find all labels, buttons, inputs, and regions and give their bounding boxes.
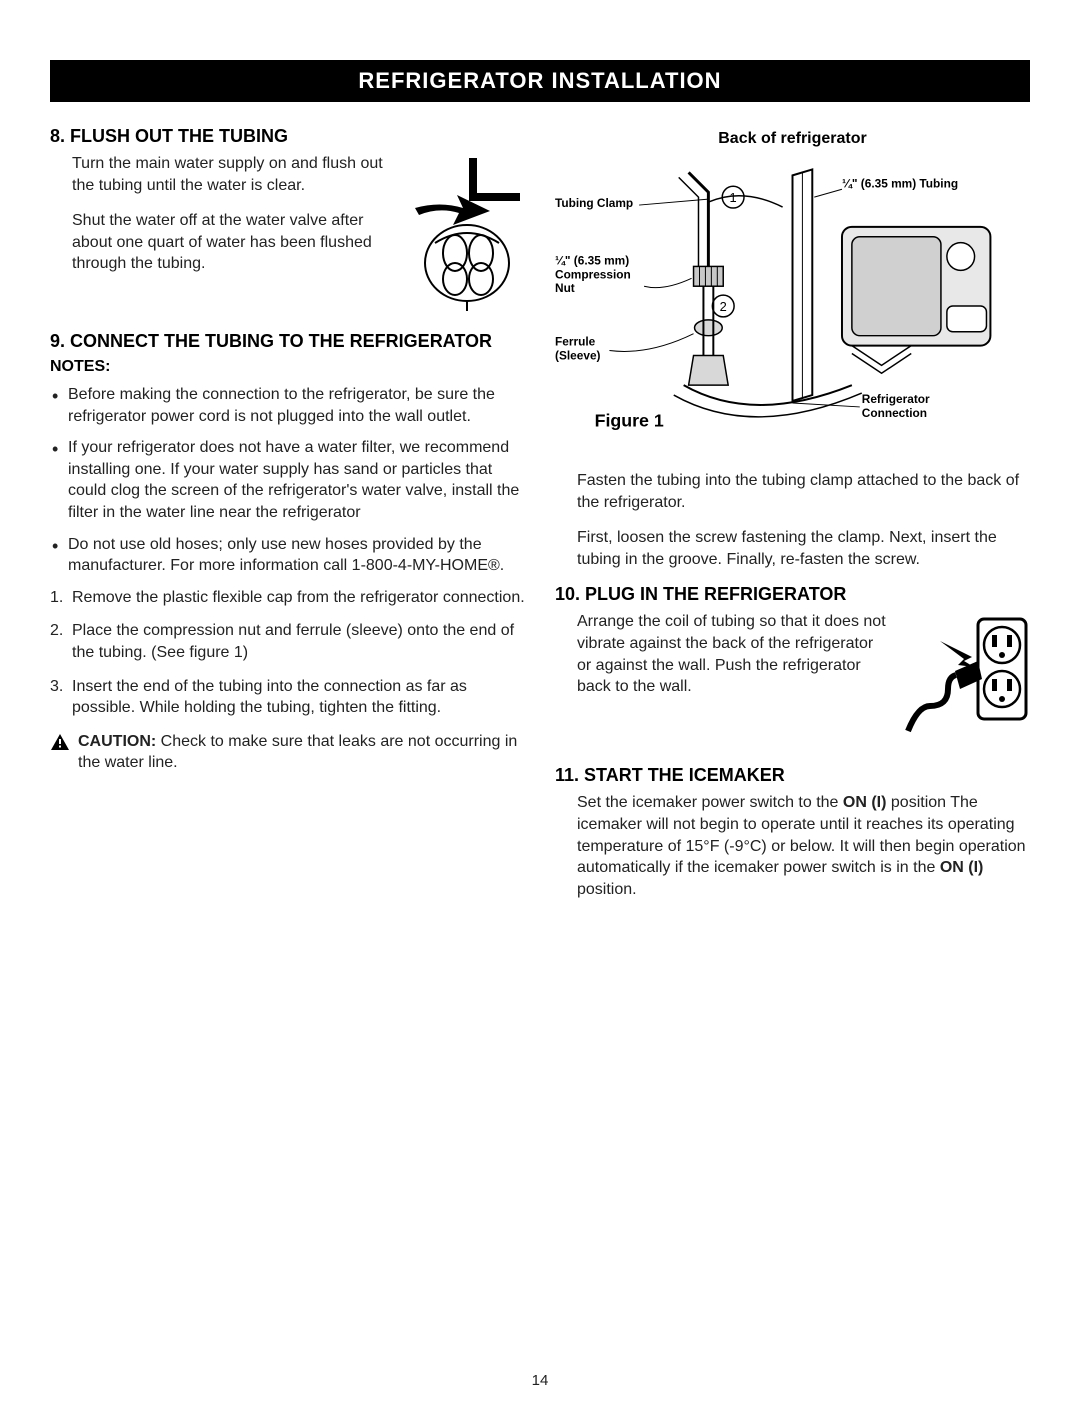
caution-triangle-icon bbox=[50, 733, 70, 751]
section-9-heading: 9. CONNECT THE TUBING TO THE REFRIGERATO… bbox=[50, 331, 525, 352]
page-number: 14 bbox=[0, 1372, 1080, 1389]
figure-follow-p2: First, loosen the screw fastening the cl… bbox=[577, 527, 1030, 570]
caution-block: CAUTION: Check to make sure that leaks a… bbox=[50, 731, 525, 774]
svg-text:¼" (6.35 mm) Compr: ¼" (6.35 mm) Compression Nut bbox=[555, 253, 634, 295]
svg-text:Refrigerator Conne: Refrigerator Connection bbox=[862, 392, 933, 420]
svg-text:Ferrule (Sleeve): Ferrule (Sleeve) bbox=[555, 335, 601, 363]
caution-text: CAUTION: Check to make sure that leaks a… bbox=[78, 731, 525, 774]
right-column: Back of refrigerator bbox=[555, 126, 1030, 914]
s11-on2: ON (I) bbox=[940, 859, 984, 876]
section-8-p1: Turn the main water supply on and flush … bbox=[72, 153, 383, 196]
note-item: If your refrigerator does not have a wat… bbox=[50, 437, 525, 523]
s11-post: position. bbox=[577, 881, 637, 898]
caution-label: CAUTION: bbox=[78, 733, 156, 750]
section-11-body: Set the icemaker power switch to the ON … bbox=[577, 792, 1030, 900]
figure-1-diagram: 1 ¼" (6.35 mm) Tubing Tubing Clamp ¼ bbox=[555, 156, 1030, 456]
section-10-row: Arrange the coil of tubing so that it do… bbox=[577, 611, 1030, 741]
section-8-text: Turn the main water supply on and flush … bbox=[50, 153, 383, 289]
two-column-layout: 8. FLUSH OUT THE TUBING Turn the main wa… bbox=[50, 126, 1030, 914]
section-10-heading: 10. PLUG IN THE REFRIGERATOR bbox=[555, 584, 1030, 605]
section-10-text: Arrange the coil of tubing so that it do… bbox=[577, 611, 890, 697]
notes-label: NOTES: bbox=[50, 358, 525, 376]
note-item: Do not use old hoses; only use new hoses… bbox=[50, 534, 525, 577]
svg-text:Tubing Clamp: Tubing Clamp bbox=[555, 196, 633, 210]
s11-pre: Set the icemaker power switch to the bbox=[577, 794, 843, 811]
section-11-heading: 11. START THE ICEMAKER bbox=[555, 765, 1030, 786]
flush-tubing-icon bbox=[395, 153, 525, 313]
section-8-row: Turn the main water supply on and flush … bbox=[50, 153, 525, 313]
section-8-heading: 8. FLUSH OUT THE TUBING bbox=[50, 126, 525, 147]
svg-text:¼" (6.35 mm) Tubing: ¼" (6.35 mm) Tubing bbox=[842, 176, 958, 190]
svg-text:2: 2 bbox=[720, 299, 727, 314]
notes-list: Before making the connection to the refr… bbox=[50, 384, 525, 577]
left-column: 8. FLUSH OUT THE TUBING Turn the main wa… bbox=[50, 126, 525, 914]
plug-outlet-icon bbox=[900, 611, 1030, 741]
page-banner: REFRIGERATOR INSTALLATION bbox=[50, 60, 1030, 102]
svg-text:1: 1 bbox=[730, 190, 737, 205]
step-item: Remove the plastic flexible cap from the… bbox=[50, 587, 525, 609]
svg-text:Figure 1: Figure 1 bbox=[595, 411, 664, 431]
section-8-p2: Shut the water off at the water valve af… bbox=[72, 210, 383, 275]
steps-list: Remove the plastic flexible cap from the… bbox=[50, 587, 525, 719]
s11-on1: ON (I) bbox=[843, 794, 887, 811]
note-item: Before making the connection to the refr… bbox=[50, 384, 525, 427]
step-item: Insert the end of the tubing into the co… bbox=[50, 676, 525, 719]
figure-1-wrap: Back of refrigerator bbox=[555, 130, 1030, 456]
figure-top-label: Back of refrigerator bbox=[555, 130, 1030, 148]
step-item: Place the compression nut and ferrule (s… bbox=[50, 620, 525, 663]
figure-follow-p1: Fasten the tubing into the tubing clamp … bbox=[577, 470, 1030, 513]
